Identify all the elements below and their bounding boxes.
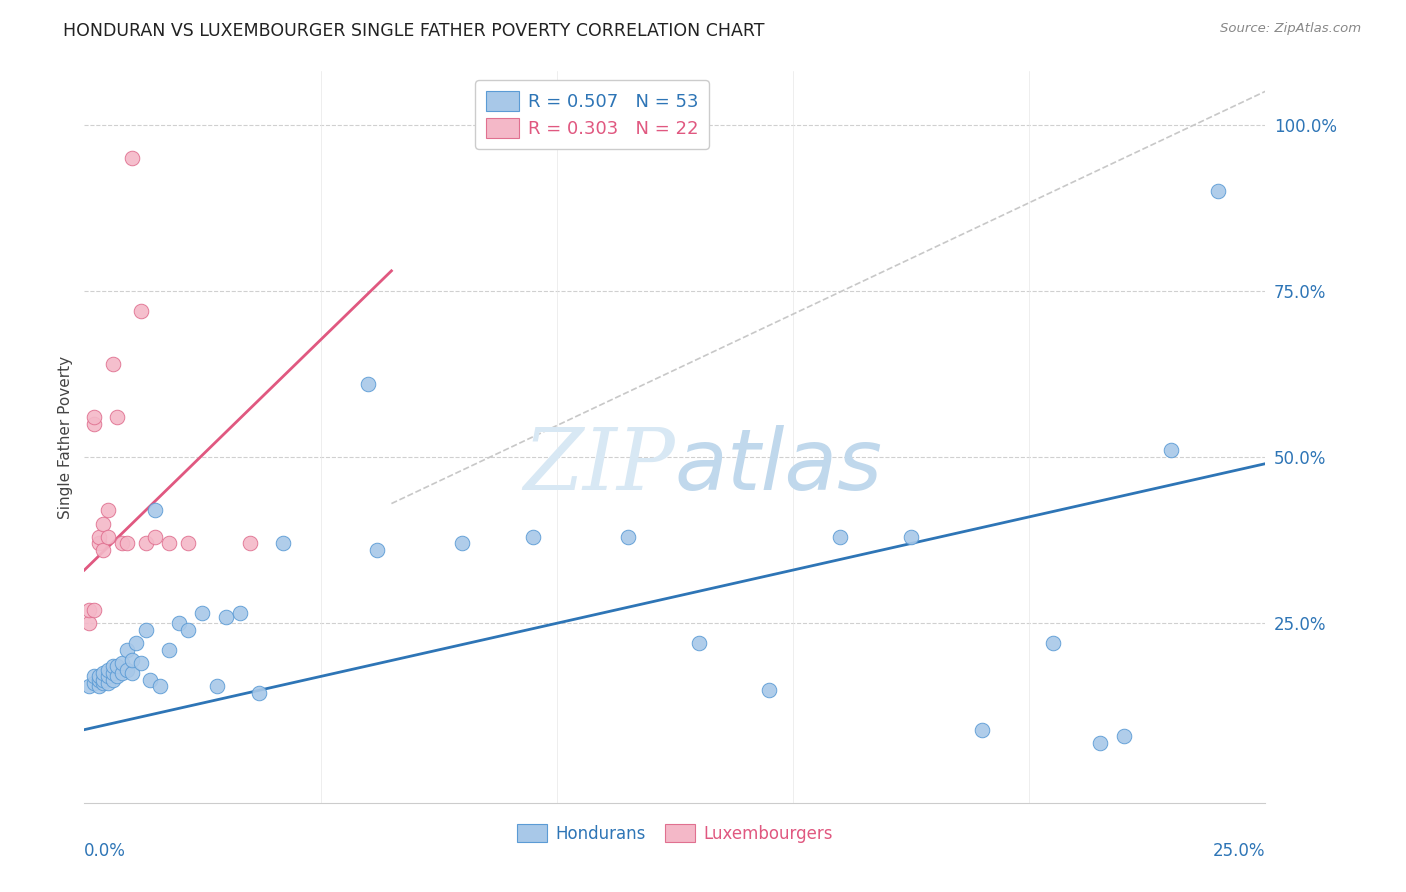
Point — [121, 653, 143, 667]
Point — [97, 663, 120, 677]
Point — [135, 536, 157, 550]
Text: HONDURAN VS LUXEMBOURGER SINGLE FATHER POVERTY CORRELATION CHART: HONDURAN VS LUXEMBOURGER SINGLE FATHER P… — [63, 22, 765, 40]
Text: ZIP: ZIP — [523, 425, 675, 508]
Point — [107, 410, 129, 425]
Text: 25.0%: 25.0% — [1213, 842, 1265, 860]
Point — [115, 663, 138, 677]
Point — [83, 417, 105, 431]
Point — [167, 616, 190, 631]
Point — [83, 676, 105, 690]
Point — [87, 536, 110, 550]
Point — [143, 503, 166, 517]
Point — [87, 673, 110, 687]
Point — [758, 682, 780, 697]
Point — [900, 530, 922, 544]
Point — [107, 659, 129, 673]
Point — [121, 666, 143, 681]
Text: 0.0%: 0.0% — [84, 842, 127, 860]
Point — [157, 643, 180, 657]
Point — [271, 536, 294, 550]
Point — [135, 623, 157, 637]
Point — [101, 659, 124, 673]
Point — [522, 530, 544, 544]
Point — [177, 623, 200, 637]
Point — [91, 543, 114, 558]
Point — [247, 686, 270, 700]
Point — [157, 536, 180, 550]
Point — [143, 530, 166, 544]
Point — [1042, 636, 1064, 650]
Point — [83, 603, 105, 617]
Point — [366, 543, 388, 558]
Point — [97, 669, 120, 683]
Point — [77, 680, 100, 694]
Point — [111, 656, 134, 670]
Point — [1206, 184, 1229, 198]
Point — [83, 410, 105, 425]
Point — [97, 530, 120, 544]
Point — [830, 530, 852, 544]
Point — [129, 656, 152, 670]
Point — [129, 303, 152, 318]
Point — [97, 503, 120, 517]
Point — [1088, 736, 1111, 750]
Point — [115, 643, 138, 657]
Point — [111, 666, 134, 681]
Point — [101, 666, 124, 681]
Point — [101, 673, 124, 687]
Point — [451, 536, 474, 550]
Point — [139, 673, 162, 687]
Point — [239, 536, 262, 550]
Point — [101, 357, 124, 371]
Point — [149, 680, 172, 694]
Y-axis label: Single Father Poverty: Single Father Poverty — [58, 356, 73, 518]
Point — [205, 680, 228, 694]
Point — [970, 723, 993, 737]
Point — [357, 376, 380, 391]
Point — [229, 607, 252, 621]
Text: Source: ZipAtlas.com: Source: ZipAtlas.com — [1220, 22, 1361, 36]
Point — [87, 669, 110, 683]
Point — [191, 607, 214, 621]
Point — [107, 669, 129, 683]
Point — [616, 530, 638, 544]
Point — [87, 530, 110, 544]
Point — [97, 676, 120, 690]
Point — [125, 636, 148, 650]
Point — [1160, 443, 1182, 458]
Point — [91, 666, 114, 681]
Point — [91, 676, 114, 690]
Text: atlas: atlas — [675, 425, 883, 508]
Point — [91, 516, 114, 531]
Point — [177, 536, 200, 550]
Point — [215, 609, 238, 624]
Point — [121, 151, 143, 165]
Point — [83, 669, 105, 683]
Point — [1112, 729, 1135, 743]
Legend: Hondurans, Luxembourgers: Hondurans, Luxembourgers — [510, 817, 839, 849]
Point — [77, 616, 100, 631]
Point — [688, 636, 710, 650]
Point — [111, 536, 134, 550]
Point — [77, 603, 100, 617]
Point — [115, 536, 138, 550]
Point — [87, 680, 110, 694]
Point — [91, 673, 114, 687]
